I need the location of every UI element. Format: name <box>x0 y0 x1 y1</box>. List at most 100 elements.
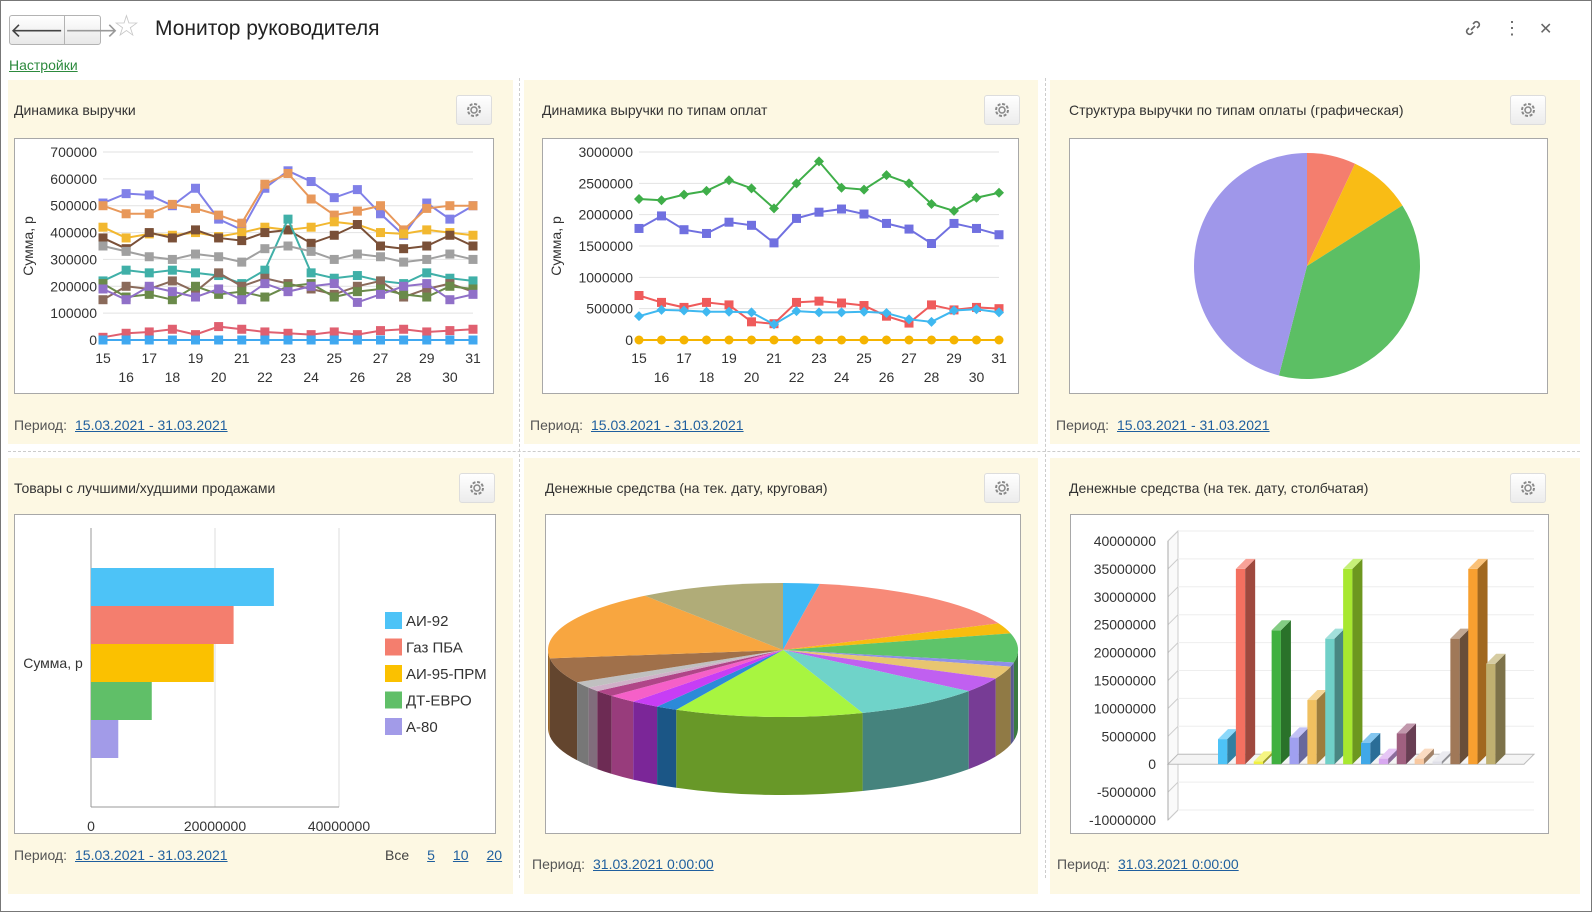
panel-settings-button[interactable] <box>984 95 1020 125</box>
gridline <box>1167 670 1179 681</box>
y-tick-label: 1500000 <box>578 238 633 254</box>
data-point <box>376 228 385 238</box>
data-point <box>306 330 316 340</box>
data-point <box>656 195 667 206</box>
y-axis-label: Сумма, р <box>548 216 564 276</box>
bar-front <box>1396 733 1407 765</box>
column-divider <box>1045 78 1046 878</box>
data-point <box>144 228 154 238</box>
chart-box: 700000 600000 500000 400000 300000 200000 1000… <box>14 138 494 394</box>
data-point <box>724 306 734 317</box>
data-point <box>329 210 339 220</box>
gridline <box>1167 698 1179 709</box>
pager-all[interactable]: Все <box>385 847 410 863</box>
pie-side <box>611 695 634 780</box>
data-point <box>306 335 316 345</box>
data-point <box>814 156 824 167</box>
x-tick-label: 17 <box>141 350 157 366</box>
data-point <box>769 238 779 248</box>
period-label: Период: <box>14 417 67 433</box>
cash-bar-3d: 40000000 35000000 30000000 25000000 20000000… <box>1089 529 1536 828</box>
panel-revenue: Динамика выручки 700000 600000 500000 40000… <box>8 80 513 444</box>
x-tick-label: 29 <box>419 350 435 366</box>
data-point <box>972 223 981 233</box>
pie-slice <box>577 650 783 688</box>
pager-10[interactable]: 10 <box>452 847 469 863</box>
data-point <box>121 295 131 305</box>
gridline <box>1167 781 1179 793</box>
panel-settings-button[interactable] <box>459 473 495 503</box>
data-point <box>422 225 432 235</box>
link-icon[interactable] <box>1463 18 1483 43</box>
data-point <box>859 335 869 345</box>
x-tick-label: 20000000 <box>184 818 247 833</box>
pie-slice <box>783 583 999 650</box>
star-icon[interactable]: ☆ <box>113 10 140 43</box>
pie-slice <box>783 623 1011 650</box>
pager-20[interactable]: 20 <box>486 847 503 863</box>
row-divider <box>8 451 1580 452</box>
data-point <box>237 228 247 238</box>
panel-settings-button[interactable] <box>984 473 1020 503</box>
forward-button[interactable]: 🡒 <box>63 16 118 44</box>
data-point <box>679 225 689 235</box>
data-point <box>306 177 316 187</box>
data-point <box>260 335 270 345</box>
data-point <box>399 257 409 267</box>
bar-side <box>1370 732 1381 765</box>
data-point <box>422 335 432 345</box>
data-point <box>994 335 1004 345</box>
period-link[interactable]: 31.03.2021 0:00:00 <box>593 856 714 872</box>
period-link[interactable]: 15.03.2021 - 31.03.2021 <box>1117 417 1270 433</box>
period-link[interactable]: 31.03.2021 0:00:00 <box>1118 856 1239 872</box>
pie-side <box>597 691 612 774</box>
data-point <box>306 222 316 232</box>
data-point <box>144 327 154 337</box>
data-point <box>260 292 270 302</box>
data-point <box>144 190 154 200</box>
data-point <box>769 335 779 345</box>
gridline <box>1167 558 1179 570</box>
pager-5[interactable]: 5 <box>427 847 435 863</box>
period-link[interactable]: 15.03.2021 - 31.03.2021 <box>75 417 228 433</box>
data-point <box>121 209 131 219</box>
more-icon[interactable]: ⋮ <box>1503 18 1521 38</box>
close-icon[interactable]: ✕ <box>1539 21 1553 38</box>
data-point <box>260 279 270 289</box>
data-point <box>98 284 108 294</box>
bar-top <box>1432 751 1452 762</box>
panel-settings-button[interactable] <box>1510 95 1546 125</box>
y-tick-label: 3000000 <box>578 144 633 160</box>
settings-link[interactable]: Настройки <box>9 57 78 73</box>
pager: Все 5 10 20 <box>385 847 502 863</box>
data-point <box>399 244 409 254</box>
y-tick-label: 200000 <box>50 278 97 294</box>
period-label: Период: <box>532 856 585 872</box>
period-link[interactable]: 15.03.2021 - 31.03.2021 <box>591 417 744 433</box>
panel-settings-button[interactable] <box>1510 473 1546 503</box>
data-point <box>214 210 224 220</box>
data-point <box>994 307 1004 318</box>
panel-settings-button[interactable] <box>456 95 492 125</box>
data-point <box>926 199 937 210</box>
back-button[interactable]: 🡐 <box>10 16 64 44</box>
data-point <box>949 335 959 345</box>
gear-icon <box>995 481 1009 495</box>
data-point <box>837 204 846 214</box>
y-tick-label: 400000 <box>50 225 97 241</box>
bar-top <box>1307 690 1327 701</box>
bar <box>91 682 152 720</box>
x-tick-label: 30 <box>442 369 458 385</box>
pie-side <box>968 678 996 770</box>
y-tick-label: -10000000 <box>1089 812 1156 828</box>
legend-swatch <box>385 612 402 629</box>
data-point <box>191 225 200 235</box>
period-link[interactable]: 15.03.2021 - 31.03.2021 <box>75 847 228 863</box>
bar-front <box>1414 758 1424 765</box>
pie-slice <box>1278 205 1420 379</box>
bar-side <box>1352 558 1363 765</box>
bar-top <box>1235 558 1256 569</box>
data-point <box>881 308 892 319</box>
y-tick-label: 5000000 <box>1101 728 1156 744</box>
y-tick-label: 1000000 <box>578 269 633 285</box>
